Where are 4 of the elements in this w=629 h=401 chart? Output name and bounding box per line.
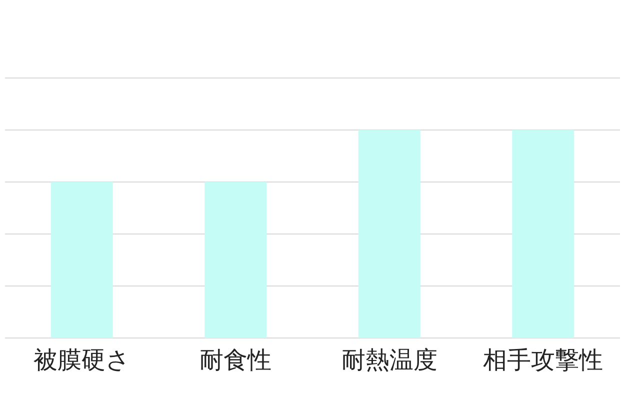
x-tick-label: 相手攻撃性 [483,346,604,374]
x-tick-label: 被膜硬さ [33,346,130,374]
x-tick-label: 耐熱温度 [341,346,438,374]
x-tick-label: 耐食性 [200,346,272,374]
